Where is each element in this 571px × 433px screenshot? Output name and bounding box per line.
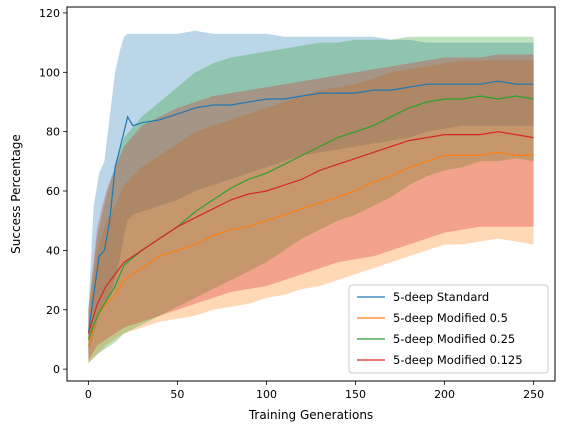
- series-lines: [87, 80, 534, 346]
- y-axis-label: Success Percentage: [9, 134, 23, 254]
- y-tick-label: 80: [46, 126, 60, 139]
- x-tick-label: 250: [523, 388, 544, 401]
- x-tick-label: 50: [170, 388, 184, 401]
- y-tick-label: 40: [46, 244, 60, 257]
- x-axis-ticks: 0 50 100 150 200 250: [85, 381, 544, 401]
- y-tick-label: 100: [39, 66, 60, 79]
- series-line-2: [87, 151, 534, 346]
- legend: 5-deep Standard 5-deep Modified 0.5 5-deep…: [348, 284, 549, 374]
- legend-label-2: 5-deep Modified 0.5: [393, 311, 508, 325]
- legend-label-4: 5-deep Modified 0.125: [393, 353, 523, 367]
- legend-label-1: 5-deep Standard: [393, 290, 489, 304]
- y-tick-label: 120: [39, 7, 60, 20]
- series-line-3: [87, 95, 534, 340]
- x-axis-label: Training Generations: [248, 408, 373, 422]
- y-tick-label: 20: [46, 304, 60, 317]
- x-tick-label: 200: [434, 388, 455, 401]
- y-tick-label: 0: [53, 363, 60, 376]
- plot-frame: [66, 6, 556, 382]
- legend-label-3: 5-deep Modified 0.25: [393, 332, 515, 346]
- legend-box: [348, 284, 549, 374]
- confidence-band-4: [88, 54, 534, 361]
- confidence-band-1: [88, 30, 534, 355]
- confidence-band-3: [88, 36, 534, 364]
- confidence-band-2: [88, 60, 534, 364]
- y-axis-ticks: 0 20 40 60 80 100 120: [39, 7, 67, 376]
- x-tick-label: 150: [345, 388, 366, 401]
- x-tick-label: 100: [256, 388, 277, 401]
- y-tick-label: 60: [46, 185, 60, 198]
- confidence-bands: [88, 30, 534, 364]
- series-line-4: [87, 131, 534, 334]
- x-tick-label: 0: [85, 388, 92, 401]
- series-line-1: [87, 80, 534, 334]
